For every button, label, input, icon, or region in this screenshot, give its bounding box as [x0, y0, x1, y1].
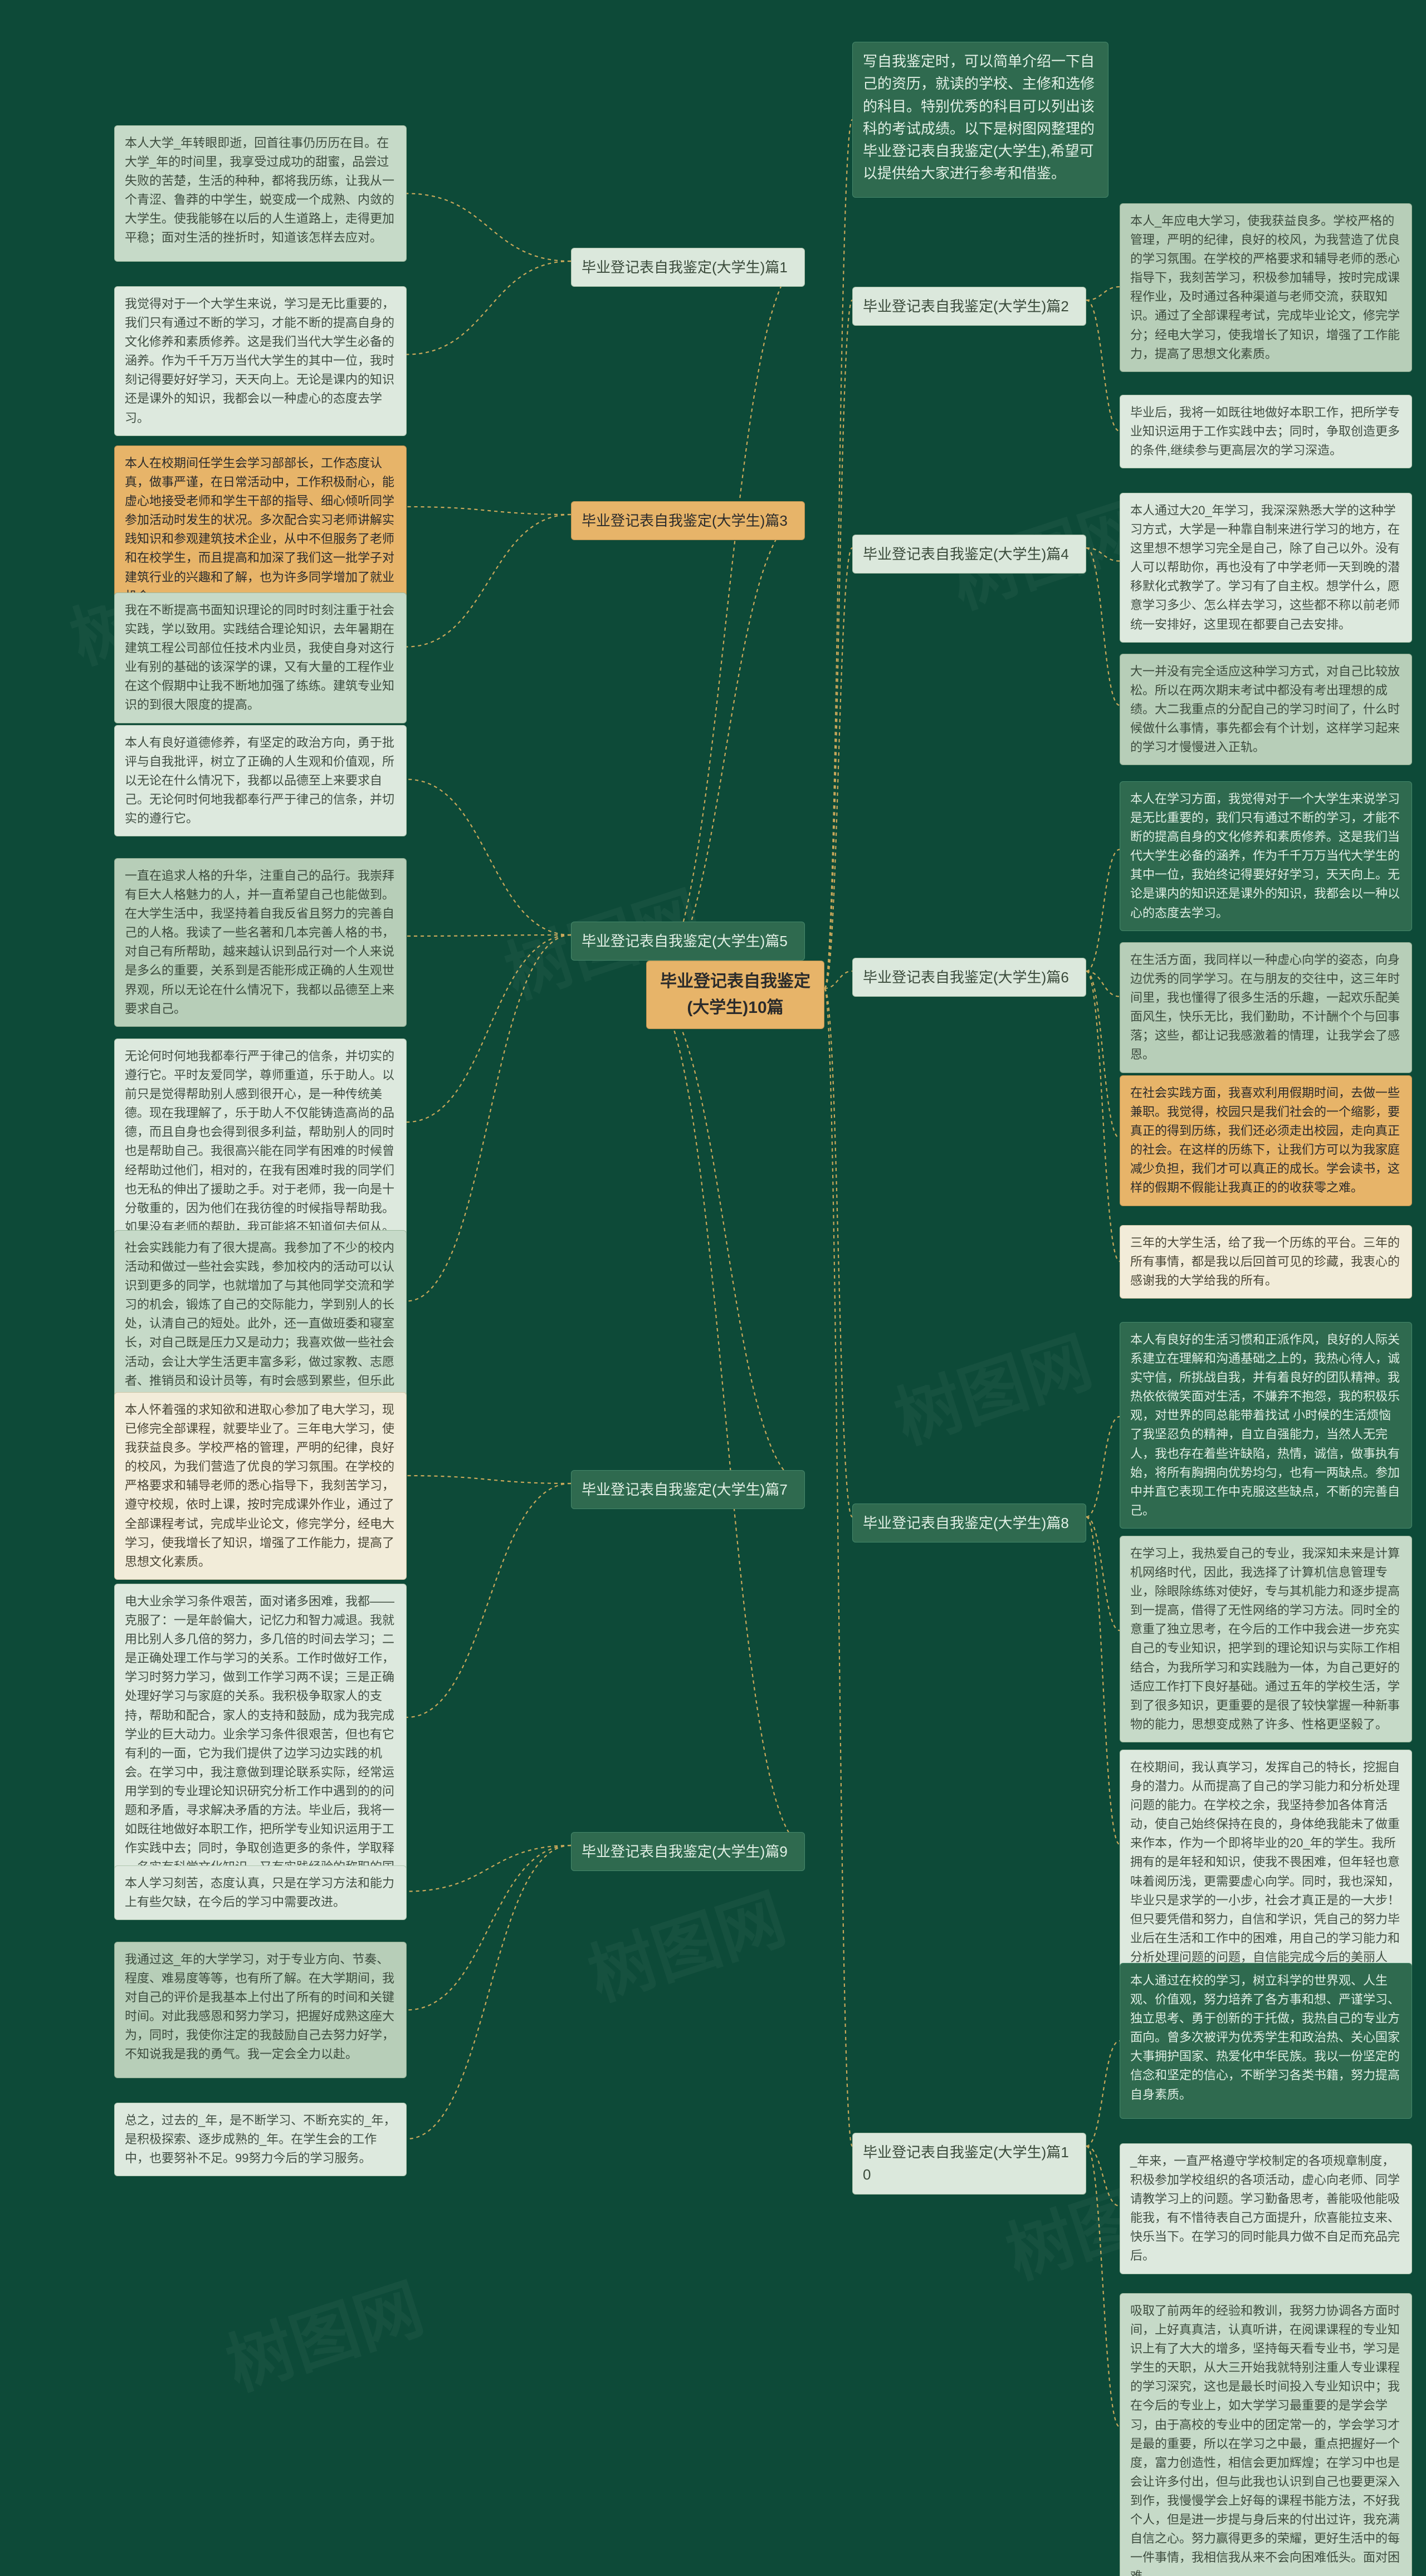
leaf-b4-0: 本人通过大20_年学习，我深深熟悉大学的这种学习方式，大学是一种靠自制来进行学习…	[1120, 493, 1412, 643]
leaf-b10-1: _年来，一直严格遵守学校制定的各项规章制度，积极参加学校组织的各项活动，虚心向老…	[1120, 2143, 1412, 2274]
branch-b2: 毕业登记表自我鉴定(大学生)篇2	[852, 287, 1086, 326]
edge	[407, 515, 571, 647]
branch-b10: 毕业登记表自我鉴定(大学生)篇10	[852, 2133, 1086, 2195]
edge	[1086, 287, 1120, 300]
branch-b7: 毕业登记表自我鉴定(大学生)篇7	[571, 1470, 805, 1509]
leaf-b5-0: 本人有良好道德修养，有坚定的政治方向，勇于批评与自我批评，树立了正确的人生观和价…	[114, 725, 407, 836]
edge	[407, 935, 571, 936]
leaf-b3-1: 我在不断提高书面知识理论的同时时刻注重于社会实践，学以致用。实践结合理论知识，去…	[114, 592, 407, 723]
root-node: 毕业登记表自我鉴定(大学生)10篇	[646, 961, 824, 1029]
branch-b9: 毕业登记表自我鉴定(大学生)篇9	[571, 1832, 805, 1871]
edge	[1086, 2146, 1120, 2206]
leaf-b6-0: 本人在学习方面，我觉得对于一个大学生来说学习是无比重要的，我们只有通过不断的学习…	[1120, 781, 1412, 931]
watermark: 树图网	[881, 1308, 1102, 1462]
leaf-b5-2: 无论何时何地我都奉行严于律己的信条，并切实的遵行它。平时友爱同学，尊师重道，乐于…	[114, 1039, 407, 1245]
leaf-b9-2: 总之，过去的_年，是不断学习、不断充实的_年，是积极探索、逐步成熟的_年。在学生…	[114, 2103, 407, 2176]
leaf-b7-1: 电大业余学习条件艰苦，面对诸多困难，我都——克服了：一是年龄偏大，记忆力和智力减…	[114, 1584, 407, 1904]
edge	[407, 1845, 571, 2010]
leaf-b9-0: 本人学习刻苦，态度认真，只是在学习方法和能力上有些欠缺，在今后的学习中需要改进。	[114, 1865, 407, 1920]
edge	[646, 261, 805, 988]
mindmap-canvas: 树图网树图网树图网树图网树图网树图网树图网树图网毕业登记表自我鉴定(大学生)10…	[0, 0, 1426, 2576]
edge	[407, 507, 571, 515]
leaf-b4-1: 大一并没有完全适应这种学习方式，对自己比较放松。所以在两次期末考试中都没有考出理…	[1120, 654, 1412, 765]
edge	[407, 935, 571, 1301]
leaf-b3-0: 本人在校期间任学生会学习部部长，工作态度认真，做事严谨，在日常活动中，工作积极耐…	[114, 445, 407, 614]
intro-node: 写自我鉴定时，可以简单介绍一下自己的资历，就读的学校、主修和选修的科目。特别优秀…	[852, 42, 1108, 198]
edge	[1086, 850, 1120, 972]
edge	[1086, 1517, 1120, 1630]
edge	[1086, 2146, 1120, 2427]
edge	[1086, 548, 1120, 706]
branch-b6: 毕业登记表自我鉴定(大学生)篇6	[852, 958, 1086, 997]
leaf-b8-0: 本人有良好的生活习惯和正派作风，良好的人际关系建立在理解和沟通基础之上的，我热心…	[1120, 1322, 1412, 1529]
edge	[407, 780, 571, 936]
edge	[1086, 971, 1120, 1138]
leaf-b2-1: 毕业后，我将一如既往地做好本职工作，把所学专业知识运用于工作实践中去；同时，争取…	[1120, 395, 1412, 468]
edge	[407, 935, 571, 1122]
edge	[1086, 2041, 1120, 2146]
edge	[1086, 971, 1120, 997]
leaf-b8-1: 在学习上，我热爱自己的专业，我深知未来是计算机网络时代，因此，我选择了计算机信息…	[1120, 1536, 1412, 1742]
edge	[407, 194, 571, 262]
branch-b8: 毕业登记表自我鉴定(大学生)篇8	[852, 1504, 1086, 1542]
leaf-b10-2: 吸取了前两年的经验和教训，我努力协调各方面时间，上好真真洁，认真听讲，在阅课课程…	[1120, 2293, 1412, 2576]
leaf-b6-3: 三年的大学生活，给了我一个历练的平台。三年的所有事情，都是我以后回首可见的珍藏，…	[1120, 1225, 1412, 1299]
edge	[646, 988, 805, 1483]
leaf-b5-1: 一直在追求人格的升华，注重自己的品行。我崇拜有巨大人格魅力的人，并一直希望自己也…	[114, 858, 407, 1027]
edge	[824, 988, 852, 2146]
leaf-b6-2: 在社会实践方面，我喜欢利用假期时间，去做一些兼职。我觉得，校园只是我们社会的一个…	[1120, 1075, 1412, 1206]
branch-b5: 毕业登记表自我鉴定(大学生)篇5	[571, 922, 805, 961]
edge	[646, 515, 805, 988]
branch-b3: 毕业登记表自我鉴定(大学生)篇3	[571, 501, 805, 540]
edge	[407, 1845, 571, 1892]
edge	[407, 1476, 571, 1483]
branch-b1: 毕业登记表自我鉴定(大学生)篇1	[571, 248, 805, 287]
leaf-b9-1: 我通过这_年的大学学习，对于专业方向、节奏、程度、难易度等等，也有所了解。在大学…	[114, 1942, 407, 2078]
edge	[646, 988, 805, 1845]
edge	[824, 120, 852, 988]
edge	[1086, 1417, 1120, 1517]
edge	[824, 971, 852, 988]
watermark: 树图网	[575, 1865, 795, 2019]
edge	[407, 1845, 571, 2139]
branch-b4: 毕业登记表自我鉴定(大学生)篇4	[852, 535, 1086, 574]
edge	[1086, 971, 1120, 1261]
edge	[1086, 300, 1120, 431]
leaf-b6-1: 在生活方面，我同样以一种虚心向学的姿态，向身边优秀的同学学习。在与朋友的交往中，…	[1120, 942, 1412, 1073]
edge	[824, 548, 852, 988]
leaf-b2-0: 本人_年应电大学习，使我获益良多。学校严格的管理，严明的纪律，良好的校风，为我营…	[1120, 203, 1412, 372]
edge	[1086, 548, 1120, 561]
leaf-b5-3: 社会实践能力有了很大提高。我参加了不少的校内活动和做过一些社会实践，参加校内的活…	[114, 1230, 407, 1418]
edge	[824, 988, 852, 1517]
edge	[407, 1483, 571, 1717]
leaf-b8-2: 在校期间，我认真学习，发挥自己的特长，挖掘自身的潜力。从而提高了自己的学习能力和…	[1120, 1750, 1412, 1994]
watermark: 树图网	[213, 2255, 433, 2409]
leaf-b1-1: 我觉得对于一个大学生来说，学习是无比重要的，我们只有通过不断的学习，才能不断的提…	[114, 286, 407, 436]
edge	[1086, 1517, 1120, 1844]
edge	[407, 261, 571, 355]
edge	[824, 300, 852, 988]
leaf-b7-0: 本人怀着强的求知欲和进取心参加了电大学习，现已修完全部课程，就要毕业了。三年电大…	[114, 1392, 407, 1580]
leaf-b1-0: 本人大学_年转眼即逝，回首往事仍历历在目。在大学_年的时间里，我享受过成功的甜蜜…	[114, 125, 407, 262]
leaf-b10-0: 本人通过在校的学习，树立科学的世界观、人生观、价值观，努力培养了各方事和想、严谨…	[1120, 1963, 1412, 2119]
